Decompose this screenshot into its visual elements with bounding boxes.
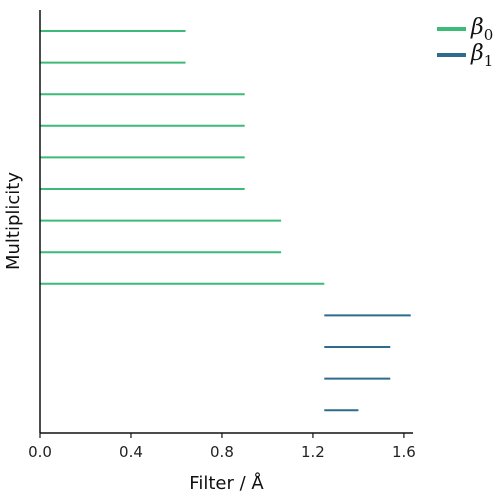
legend-label-beta0: β0	[470, 15, 493, 44]
legend-label-beta1: β1	[470, 41, 493, 70]
x-axis-label: Filter / Å	[189, 472, 264, 494]
x-tick-label: 0.4	[119, 443, 143, 461]
x-tick-label: 1.6	[392, 443, 416, 461]
y-axis-label: Multiplicity	[3, 172, 24, 270]
bars-layer	[40, 30, 411, 412]
x-ticks: 0.0 0.4 0.8 1.2 1.6	[28, 433, 416, 461]
x-tick-label: 0.8	[210, 443, 234, 461]
x-tick-label: 1.2	[301, 443, 325, 461]
x-tick-label: 0.0	[28, 443, 52, 461]
